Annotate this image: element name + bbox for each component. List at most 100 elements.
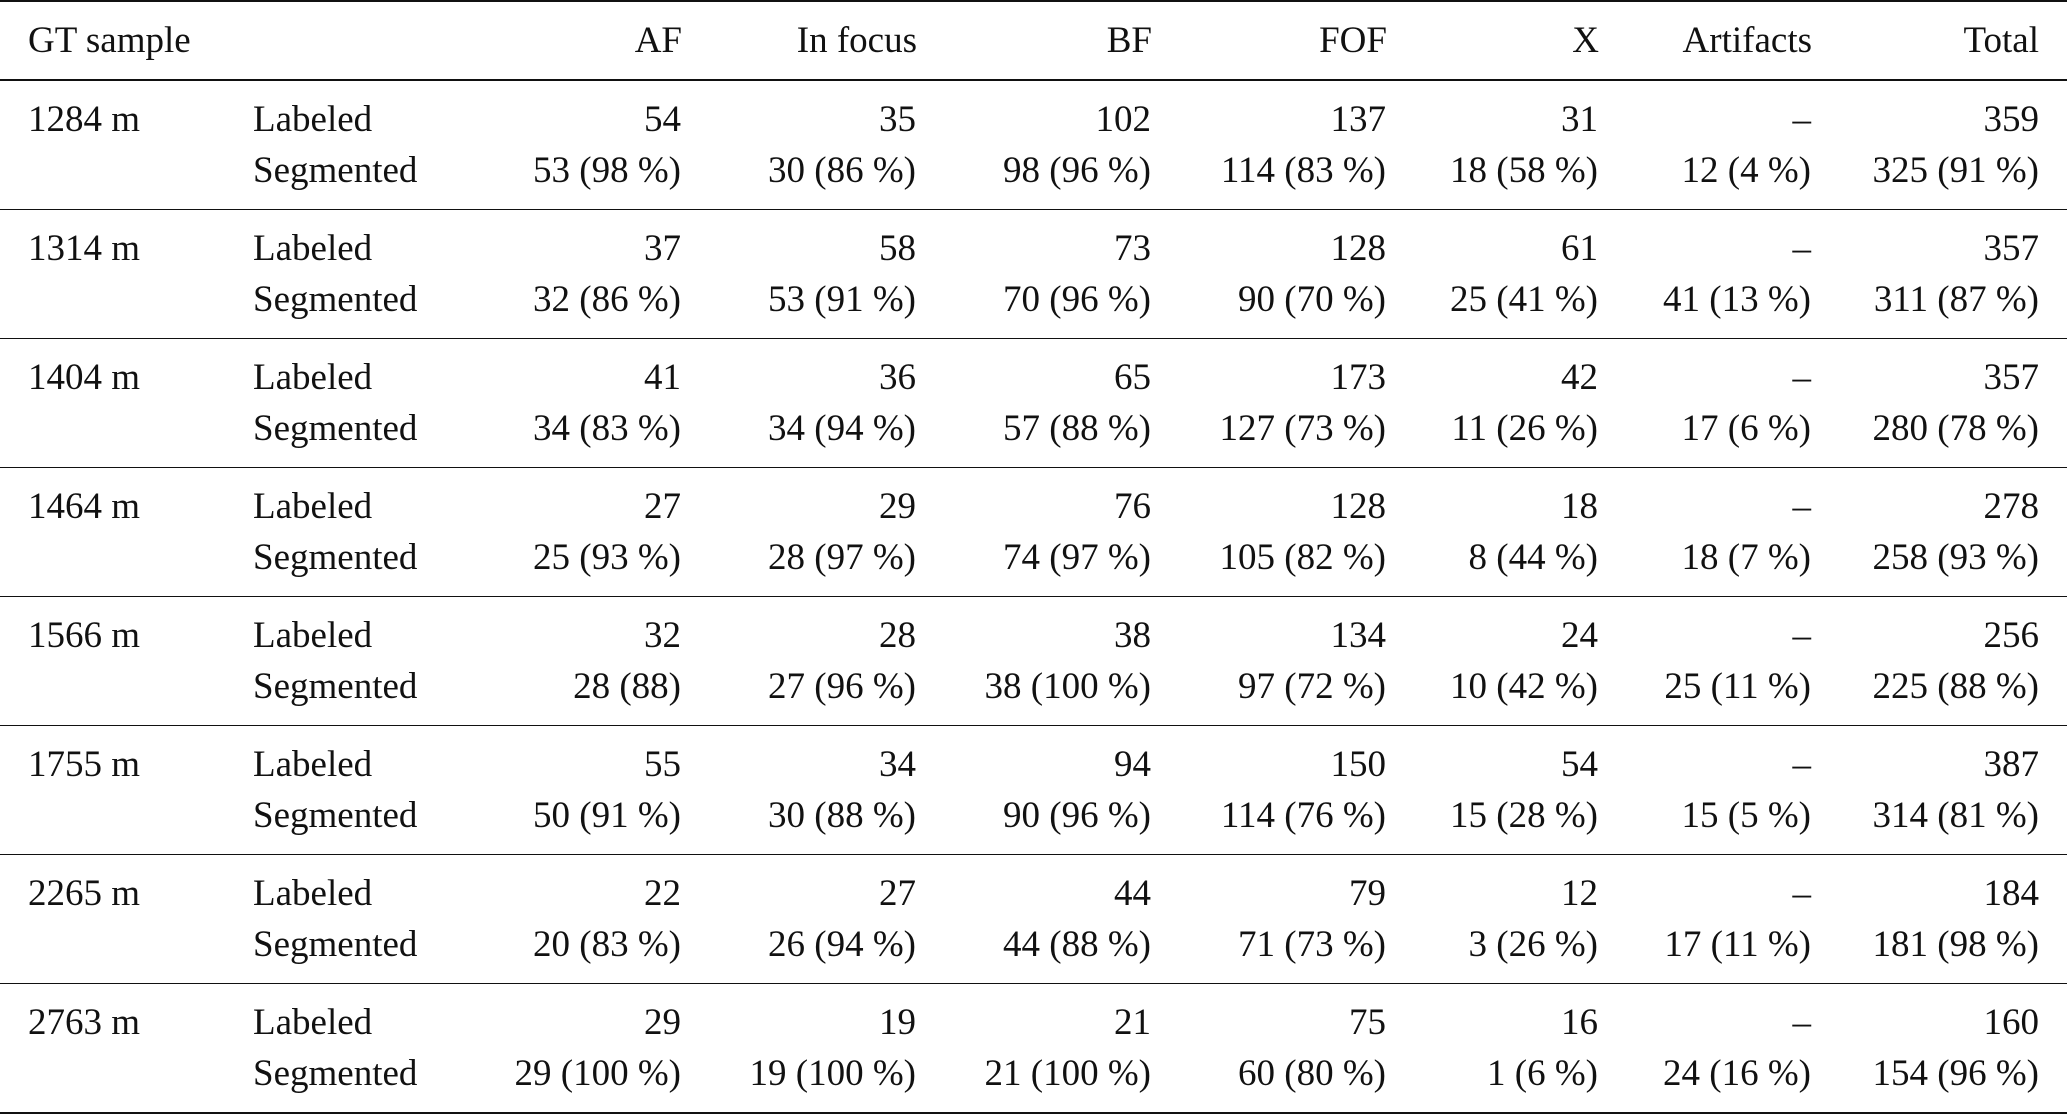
artifacts-labeled-value: – [1792,744,1812,785]
artifacts-cell: – 25 (11 %) [1599,596,1812,726]
fof-cell: 79 71 (73 %) [1152,854,1387,984]
x-labeled-value: 12 [1561,873,1598,914]
header-total: Total [1812,0,2067,81]
artifacts-labeled-value: – [1792,615,1812,656]
fof-segmented-value: 114 (83 %) [1220,150,1386,191]
segmented-label: Segmented [253,537,418,578]
x-segmented-value: 3 (26 %) [1468,924,1598,965]
total-labeled-value: 387 [1983,744,2040,785]
in-focus-segmented-value: 19 (100 %) [749,1053,916,1094]
sample-depth: 1566 m [28,615,141,656]
x-cell: 54 15 (28 %) [1387,725,1599,855]
table-row: 1755 m Labeled Segmented 55 50 (91 %) 34 30 (8… [0,725,2067,855]
labeled-label: Labeled [253,228,373,269]
x-segmented-value: 10 (42 %) [1450,666,1598,707]
fof-labeled-value: 150 [1330,744,1387,785]
total-segmented-value: 258 (93 %) [1872,537,2039,578]
artifacts-labeled-value: – [1792,1002,1812,1043]
af-labeled-value: 55 [644,744,681,785]
af-cell: 32 28 (88) [452,596,682,726]
af-segmented-value: 25 (93 %) [533,537,681,578]
x-labeled-value: 61 [1561,228,1598,269]
af-cell: 27 25 (93 %) [452,467,682,597]
header-af: AF [452,0,682,81]
segmented-label: Segmented [253,150,418,191]
artifacts-labeled-value: – [1792,873,1812,914]
row-kind-cell: Labeled Segmented [252,596,452,726]
artifacts-cell: – 24 (16 %) [1599,983,1812,1114]
total-segmented-value: 314 (81 %) [1872,795,2039,836]
in-focus-segmented-value: 28 (97 %) [768,537,916,578]
af-segmented-value: 34 (83 %) [533,408,681,449]
bf-labeled-value: 76 [1114,486,1151,527]
af-cell: 29 29 (100 %) [452,983,682,1114]
x-segmented-value: 25 (41 %) [1450,279,1598,320]
sample-depth: 2265 m [28,873,141,914]
artifacts-segmented-value: 41 (13 %) [1663,279,1811,320]
table-row: 1284 m Labeled Segmented 54 53 (98 %) 35 30 (8… [0,80,2067,210]
total-segmented-value: 154 (96 %) [1872,1053,2039,1094]
in-focus-labeled-value: 58 [879,228,916,269]
total-cell: 278 258 (93 %) [1812,467,2067,597]
bf-labeled-value: 94 [1114,744,1151,785]
in-focus-labeled-value: 29 [879,486,916,527]
artifacts-segmented-value: 15 (5 %) [1681,795,1811,836]
in-focus-labeled-value: 28 [879,615,916,656]
af-labeled-value: 32 [644,615,681,656]
row-kind-cell: Labeled Segmented [252,854,452,984]
af-labeled-value: 22 [644,873,681,914]
artifacts-cell: – 41 (13 %) [1599,209,1812,339]
bf-segmented-value: 74 (97 %) [1003,537,1151,578]
table-row: 1464 m Labeled Segmented 27 25 (93 %) 29 28 (9… [0,467,2067,597]
labeled-label: Labeled [253,744,373,785]
bf-segmented-value: 57 (88 %) [1003,408,1151,449]
segmented-label: Segmented [253,795,418,836]
total-cell: 160 154 (96 %) [1812,983,2067,1114]
fof-segmented-value: 60 (80 %) [1238,1053,1386,1094]
artifacts-segmented-value: 12 (4 %) [1681,150,1811,191]
sample-depth: 1464 m [28,486,141,527]
artifacts-labeled-value: – [1792,228,1812,269]
artifacts-segmented-value: 18 (7 %) [1681,537,1811,578]
af-segmented-value: 20 (83 %) [533,924,681,965]
total-labeled-value: 359 [1983,99,2040,140]
in-focus-labeled-value: 34 [879,744,916,785]
in-focus-cell: 28 27 (96 %) [682,596,917,726]
x-cell: 31 18 (58 %) [1387,80,1599,210]
sample-depth: 1314 m [28,228,141,269]
fof-segmented-value: 71 (73 %) [1238,924,1386,965]
segmented-label: Segmented [253,924,418,965]
af-labeled-value: 29 [644,1002,681,1043]
total-labeled-value: 357 [1983,228,2040,269]
bf-segmented-value: 38 (100 %) [984,666,1151,707]
total-cell: 256 225 (88 %) [1812,596,2067,726]
bf-segmented-value: 90 (96 %) [1003,795,1151,836]
in-focus-labeled-value: 35 [879,99,916,140]
x-cell: 24 10 (42 %) [1387,596,1599,726]
table-header: GT sample AF In focus BF FOF X Artifacts… [0,0,2067,81]
fof-cell: 150 114 (76 %) [1152,725,1387,855]
artifacts-cell: – 18 (7 %) [1599,467,1812,597]
total-labeled-value: 357 [1983,357,2040,398]
total-cell: 184 181 (98 %) [1812,854,2067,984]
in-focus-segmented-value: 27 (96 %) [768,666,916,707]
x-labeled-value: 18 [1561,486,1598,527]
row-kind-cell: Labeled Segmented [252,209,452,339]
fof-labeled-value: 173 [1330,357,1387,398]
artifacts-cell: – 17 (11 %) [1599,854,1812,984]
in-focus-labeled-value: 27 [879,873,916,914]
total-segmented-value: 181 (98 %) [1872,924,2039,965]
bf-segmented-value: 70 (96 %) [1003,279,1151,320]
bf-labeled-value: 21 [1114,1002,1151,1043]
header-artifacts: Artifacts [1599,0,1812,81]
fof-labeled-value: 128 [1330,486,1387,527]
sample-cell: 1314 m [0,209,252,339]
bf-cell: 76 74 (97 %) [917,467,1152,597]
table-row: 1314 m Labeled Segmented 37 32 (86 %) 58 53 (9… [0,209,2067,339]
labeled-label: Labeled [253,873,373,914]
table-row: 1404 m Labeled Segmented 41 34 (83 %) 36 34 (9… [0,338,2067,468]
bf-cell: 44 44 (88 %) [917,854,1152,984]
total-labeled-value: 160 [1983,1002,2040,1043]
total-labeled-value: 256 [1983,615,2040,656]
